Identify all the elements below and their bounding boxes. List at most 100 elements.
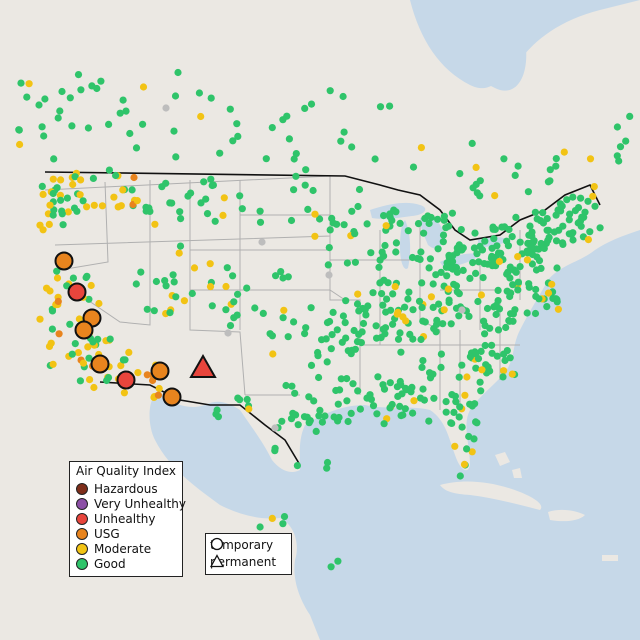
monitor-dot [85, 295, 93, 303]
large-marker-san-diego[interactable] [116, 370, 136, 390]
monitor-dot [397, 348, 405, 356]
large-marker-n-california[interactable] [54, 251, 74, 271]
monitor-dot [280, 513, 289, 521]
monitor-dot [226, 105, 234, 113]
monitor-dot [569, 193, 577, 201]
monitor-dot [292, 172, 300, 180]
monitor-dot [563, 196, 571, 204]
monitor-dot [512, 213, 520, 221]
large-marker-los-angeles[interactable] [90, 354, 110, 374]
monitor-dot [455, 312, 463, 320]
monitor-dot [409, 409, 417, 417]
monitor-dot [369, 402, 378, 410]
monitor-dot [613, 152, 621, 160]
monitor-dot [363, 220, 371, 228]
monitor-dot [472, 269, 480, 277]
monitor-dot [328, 331, 336, 339]
monitor-dot [481, 237, 489, 245]
monitor-dot [543, 303, 551, 311]
monitor-dot [437, 268, 445, 276]
monitor-dot [302, 166, 310, 174]
monitor-dot [302, 324, 310, 332]
monitor-dot [448, 391, 456, 399]
large-marker-reno[interactable] [67, 282, 87, 302]
monitor-dot [290, 318, 298, 326]
monitor-dot [333, 220, 341, 228]
monitor-dot [325, 244, 333, 252]
monitor-dot [112, 171, 120, 180]
us-canada-border [44, 171, 601, 241]
monitor-dot [116, 109, 124, 117]
monitor-dot [56, 107, 64, 115]
monitor-dot [307, 304, 315, 312]
monitor-dot [256, 523, 264, 531]
monitor-dot [89, 174, 97, 182]
monitor-dot [381, 241, 389, 250]
monitor-dot [421, 318, 429, 326]
large-marker-tucson[interactable] [162, 387, 182, 407]
monitor-dot [389, 320, 397, 328]
monitor-dot [439, 320, 447, 328]
monitor-dot [591, 202, 599, 210]
monitor-dot [272, 272, 280, 280]
legend-title: Air Quality Index [75, 464, 177, 478]
monitor-dot [434, 215, 442, 223]
monitor-dot [378, 290, 386, 298]
monitor-dot [128, 186, 136, 194]
monitor-dot [473, 189, 481, 197]
monitor-dot [471, 229, 479, 237]
legend-swatch-usg [76, 528, 88, 540]
monitor-dot [43, 284, 51, 292]
monitor-dot [39, 190, 47, 198]
monitor-dot [279, 520, 287, 528]
monitor-dot [456, 403, 464, 411]
monitor-dot [552, 155, 560, 163]
monitor-dot [455, 373, 463, 381]
monitor-dot [483, 304, 492, 313]
hispaniola-island [548, 509, 585, 522]
large-marker-new-mexico[interactable] [189, 353, 217, 378]
monitor-dot [439, 231, 448, 239]
monitor-dot [68, 122, 76, 130]
monitor-dot [315, 373, 323, 382]
monitor-dot [340, 128, 348, 136]
monitor-dot [477, 387, 485, 395]
monitor-dot [405, 288, 413, 296]
monitor-dot [311, 210, 319, 218]
monitor-dot [200, 178, 208, 186]
monitor-dot [550, 228, 559, 236]
monitor-dot [284, 333, 292, 341]
monitor-dot [269, 350, 277, 358]
monitor-dot [155, 384, 163, 393]
monitor-dot [49, 175, 57, 183]
monitor-dot [440, 306, 448, 314]
monitor-dot [318, 418, 326, 426]
monitor-dot [381, 324, 390, 332]
monitor-dot [468, 448, 476, 456]
monitor-dot [245, 405, 253, 413]
monitor-dot [523, 309, 531, 317]
monitor-dot [463, 445, 471, 453]
monitor-dot [139, 83, 148, 91]
monitor-dot [506, 274, 514, 282]
monitor-dot [262, 155, 270, 163]
monitor-dot [475, 258, 483, 266]
large-marker-sierra-2[interactable] [74, 320, 94, 340]
monitor-dot [280, 306, 288, 314]
monitor-dot [307, 100, 316, 108]
monitor-dot [433, 320, 441, 328]
large-marker-phoenix[interactable] [150, 361, 170, 381]
monitor-dot [392, 248, 400, 256]
monitor-dot [417, 335, 425, 344]
monitor-dot [459, 244, 467, 252]
monitor-dot [417, 144, 425, 152]
aqi-legend: Air Quality Index Hazardous Very Unhealt… [69, 461, 186, 577]
monitor-dot [486, 324, 494, 332]
monitor-dot [523, 256, 532, 264]
monitor-dot [532, 285, 540, 294]
monitor-dot [525, 280, 533, 288]
monitor-dot [137, 268, 145, 276]
monitor-dot [552, 237, 561, 245]
monitor-dot [329, 308, 337, 316]
